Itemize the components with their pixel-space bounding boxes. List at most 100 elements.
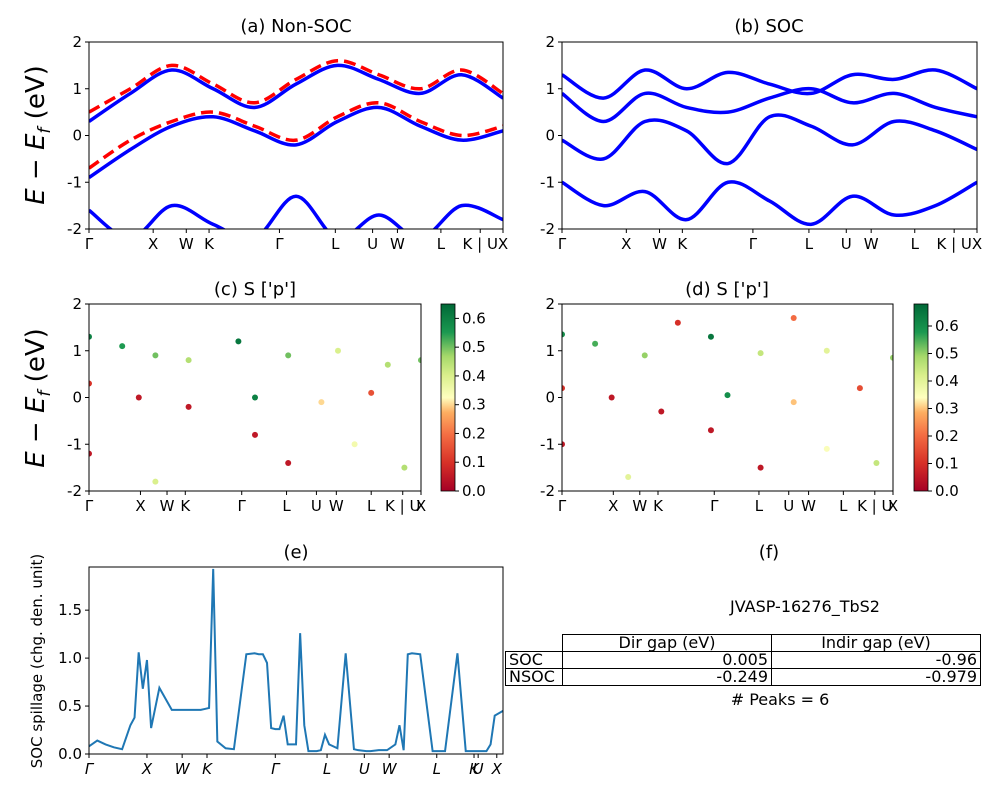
plot-frame (88, 41, 504, 230)
x-tick-label: K (180, 497, 191, 515)
panel-d-title: (d) S ['p'] (685, 279, 769, 300)
x-tick-label: Γ (85, 235, 94, 253)
colorbar-tick-label: 0.2 (935, 427, 959, 445)
x-tick-label: K (204, 235, 215, 253)
scatter-point (252, 394, 258, 401)
scatter-point (707, 427, 714, 434)
x-tick-label: W (160, 497, 175, 515)
band-line (562, 113, 977, 166)
scatter-point (89, 380, 92, 387)
scatter-point (384, 361, 391, 368)
colorbar-tick-label: 0.3 (462, 396, 486, 414)
x-tick-label: L (331, 235, 340, 253)
plot-frame (561, 303, 894, 492)
y-tick-label: 1.0 (58, 649, 82, 667)
x-tick-label: Γ (238, 497, 247, 515)
band-line (562, 86, 977, 124)
scatter-point (757, 464, 764, 471)
colorbar-tick-label: 0.0 (935, 482, 959, 500)
x-tick-label: U (367, 235, 378, 253)
band-line (89, 194, 503, 229)
table-row: SOC 0.005 -0.96 (505, 651, 981, 669)
scatter-point (562, 331, 565, 338)
scatter-point (674, 319, 681, 326)
scatter-point (873, 459, 880, 466)
colorbar-d-ticks: 0.0 0.1 0.2 0.3 0.4 0.5 0.6 (928, 317, 959, 500)
y-tick-label: 0.5 (58, 697, 82, 715)
x-tick-label: Γ (710, 497, 719, 515)
spillage-line (89, 568, 503, 753)
x-tick-label: W (632, 497, 647, 515)
scatter-point (89, 450, 92, 457)
table-header-dir: Dir gap (eV) (562, 634, 772, 652)
x-tick-label: L (323, 760, 331, 778)
colorbar-tick-label: 0.4 (935, 372, 959, 390)
scatter-point (790, 399, 797, 406)
x-tick-label: L (433, 760, 441, 778)
y-tick-label: -2 (67, 482, 82, 500)
x-tick-label: W (179, 235, 194, 253)
scatter-point (562, 441, 565, 448)
x-tick-label: X (141, 760, 153, 778)
colorbar-tick-label: 0.1 (462, 453, 486, 471)
colorbar-tick-label: 0.6 (462, 309, 486, 327)
colorbar-tick-label: 0.6 (935, 317, 959, 335)
scatter-point (368, 389, 375, 396)
scatter-point (757, 350, 764, 357)
scatter-point (252, 431, 258, 438)
colorbar-d (913, 303, 929, 492)
panel-e-title: (e) (283, 542, 308, 563)
x-tick-label: W (652, 235, 667, 253)
peaks-count: # Peaks = 6 (730, 690, 830, 709)
plot-frame (88, 566, 504, 755)
scatter-point (401, 464, 408, 471)
scatter-point (823, 445, 830, 452)
ylabel-spillage: SOC spillage (chg. den. unit) (28, 554, 46, 769)
scatter-point (318, 399, 325, 406)
y-tick-label: 0 (545, 127, 555, 145)
y-tick-label: -2 (540, 482, 555, 500)
scatter-point (856, 385, 863, 392)
x-tick-label: X (135, 497, 145, 515)
colorbar-tick-label: 0.2 (462, 424, 486, 442)
table-header-row: Dir gap (eV) Indir gap (eV) (506, 634, 981, 652)
x-tick-label: K | U (463, 235, 498, 253)
table-row: NSOC -0.249 -0.979 (505, 668, 981, 686)
x-tick-label: Γ (558, 497, 567, 515)
y-tick-label: 1 (72, 342, 82, 360)
table-cell: -0.249 (562, 668, 772, 686)
y-tick-label: 2 (545, 33, 555, 51)
y-tick-label: 2 (72, 295, 82, 313)
panel-c-title: (c) S ['p'] (214, 279, 296, 300)
x-tick-label: Γ (749, 235, 758, 253)
y-tick-label: -1 (540, 435, 555, 453)
ylabel-top: E − Ef (eV) (21, 65, 55, 205)
x-tick-label: L (367, 497, 376, 515)
colorbar-tick-label: 0.5 (935, 345, 959, 363)
y-tick-label: -1 (67, 435, 82, 453)
scatter-point (235, 338, 242, 345)
x-tick-label: X (416, 497, 426, 515)
x-tick-label: Γ (271, 760, 281, 778)
x-tick-label: K (653, 497, 664, 515)
gap-table: Dir gap (eV) Indir gap (eV) SOC 0.005 -0… (505, 634, 981, 686)
x-tick-label: X (491, 760, 503, 778)
colorbar-tick-label: 0.5 (462, 338, 486, 356)
x-tick-label: U (841, 235, 852, 253)
x-tick-label: L (755, 497, 764, 515)
y-tick-label: 0 (545, 389, 555, 407)
x-tick-label: X (148, 235, 158, 253)
x-tick-label: W (801, 497, 816, 515)
x-tick-label: W (175, 760, 191, 778)
colorbar-tick-label: 0.0 (462, 482, 486, 500)
colorbar-tick-label: 0.3 (935, 400, 959, 418)
y-tick-label: 2 (72, 33, 82, 51)
scatter-point (592, 340, 599, 347)
scatter-point (707, 333, 714, 340)
x-tick-label: Γ (275, 235, 284, 253)
scatter-point (418, 357, 421, 364)
x-tick-label: L (437, 235, 446, 253)
